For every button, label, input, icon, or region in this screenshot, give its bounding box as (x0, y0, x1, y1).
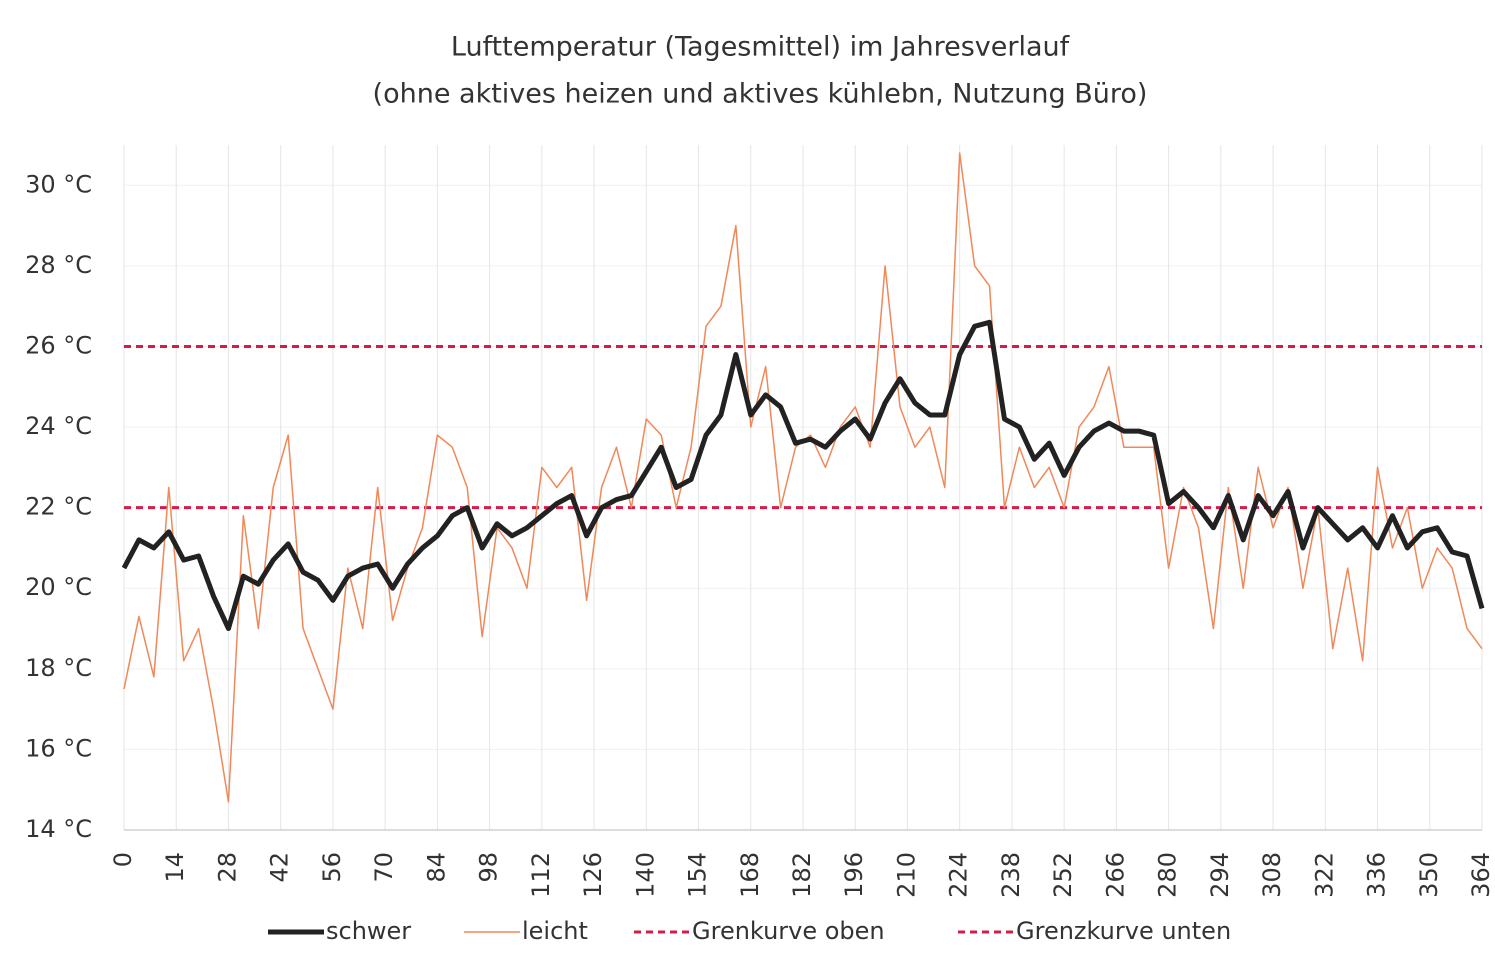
chart-subtitle: (ohne aktives heizen und aktives kühlebn… (373, 79, 1148, 110)
x-tick-label: 84 (422, 852, 450, 883)
x-tick-label: 364 (1467, 852, 1495, 898)
y-tick-label: 18 °C (25, 654, 92, 682)
x-tick-label: 168 (736, 852, 764, 898)
x-tick-label: 0 (109, 852, 137, 867)
legend-label: Grenzkurve unten (1016, 917, 1231, 945)
x-tick-label: 196 (840, 852, 868, 898)
x-tick-label: 154 (684, 852, 712, 898)
y-tick-label: 30 °C (25, 170, 92, 198)
x-tick-label: 70 (370, 852, 398, 883)
x-tick-label: 238 (997, 852, 1025, 898)
x-tick-label: 322 (1310, 852, 1338, 898)
y-tick-label: 24 °C (25, 412, 92, 440)
x-tick-label: 252 (1049, 852, 1077, 898)
y-tick-label: 26 °C (25, 331, 92, 359)
x-tick-label: 210 (892, 852, 920, 898)
legend-label: Grenkurve oben (692, 917, 885, 945)
x-tick-label: 14 (161, 852, 189, 883)
x-tick-label: 350 (1415, 852, 1443, 898)
legend-label: schwer (326, 917, 411, 945)
x-tick-label: 28 (213, 852, 241, 883)
y-tick-label: 16 °C (25, 734, 92, 762)
chart-title: Lufttemperatur (Tagesmittel) im Jahresve… (451, 32, 1071, 63)
y-tick-label: 28 °C (25, 251, 92, 279)
x-tick-label: 42 (266, 852, 294, 883)
x-tick-label: 56 (318, 852, 346, 883)
x-tick-label: 280 (1154, 852, 1182, 898)
x-tick-label: 336 (1363, 852, 1391, 898)
x-tick-label: 140 (631, 852, 659, 898)
x-tick-label: 126 (579, 852, 607, 898)
legend-label: leicht (522, 917, 588, 945)
x-tick-label: 308 (1258, 852, 1286, 898)
y-tick-label: 22 °C (25, 493, 92, 521)
y-tick-label: 20 °C (25, 573, 92, 601)
y-tick-label: 14 °C (25, 815, 92, 843)
x-tick-label: 266 (1101, 852, 1129, 898)
x-tick-label: 224 (945, 852, 973, 898)
x-tick-label: 98 (475, 852, 503, 883)
x-tick-label: 182 (788, 852, 816, 898)
x-tick-label: 294 (1206, 852, 1234, 898)
x-tick-label: 112 (527, 852, 555, 898)
series-line (121, 319, 1485, 632)
